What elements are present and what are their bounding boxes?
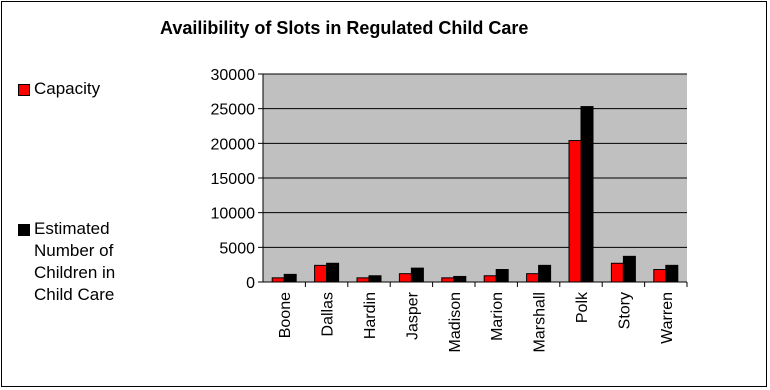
y-tick-label: 15000 xyxy=(211,171,256,188)
bar-estimated-story xyxy=(622,255,636,283)
bar-capacity-boone xyxy=(271,277,285,283)
bar-estimated-madison xyxy=(453,275,467,283)
bar-capacity-dallas xyxy=(314,264,328,283)
legend-label-line: Number of xyxy=(34,241,114,260)
x-tick-label: Warren xyxy=(659,292,676,344)
legend-swatch-estimated xyxy=(18,224,30,236)
legend-swatch-capacity xyxy=(18,84,30,96)
y-tick-label: 30000 xyxy=(211,67,256,84)
y-tick-label: 0 xyxy=(246,275,255,292)
x-tick-label: Story xyxy=(616,292,633,329)
x-tick-label: Dallas xyxy=(320,292,337,336)
bar-capacity-warren xyxy=(653,269,667,283)
legend-label-line: Child Care xyxy=(34,285,115,304)
bar-estimated-hardin xyxy=(368,275,382,283)
bar-capacity-marshall xyxy=(526,273,540,283)
bar-capacity-hardin xyxy=(356,277,370,283)
bar-estimated-marion xyxy=(495,269,509,283)
bar-capacity-madison xyxy=(441,277,455,283)
bar-estimated-jasper xyxy=(410,267,424,283)
legend-label-capacity: Capacity xyxy=(34,79,101,98)
bar-estimated-boone xyxy=(283,273,297,283)
legend-label-estimated: Estimated Number of Children in Child Ca… xyxy=(34,218,174,306)
bar-estimated-warren xyxy=(665,264,679,283)
bar-estimated-dallas xyxy=(326,262,340,283)
chart-title: Availibility of Slots in Regulated Child… xyxy=(160,18,529,38)
x-tick-label: Jasper xyxy=(404,291,421,340)
bar-capacity-marion xyxy=(483,275,497,283)
x-tick-label: Polk xyxy=(574,291,591,323)
x-tick-label: Hardin xyxy=(362,292,379,339)
bar-estimated-polk xyxy=(580,106,594,283)
y-tick-label: 5000 xyxy=(219,240,255,257)
bar-capacity-polk xyxy=(568,140,582,283)
bar-capacity-jasper xyxy=(398,273,412,283)
x-tick-label: Madison xyxy=(447,292,464,352)
y-tick-label: 10000 xyxy=(211,206,256,223)
legend-label-line: Estimated xyxy=(34,219,110,238)
y-tick-label: 20000 xyxy=(211,136,256,153)
legend-label-line: Children in xyxy=(34,263,116,282)
x-tick-label: Boone xyxy=(277,292,294,338)
bar-capacity-story xyxy=(610,262,624,283)
x-tick-label: Marion xyxy=(489,292,506,341)
x-tick-label: Marshall xyxy=(532,292,549,352)
y-tick-label: 25000 xyxy=(211,102,256,119)
bar-estimated-marshall xyxy=(538,264,552,283)
